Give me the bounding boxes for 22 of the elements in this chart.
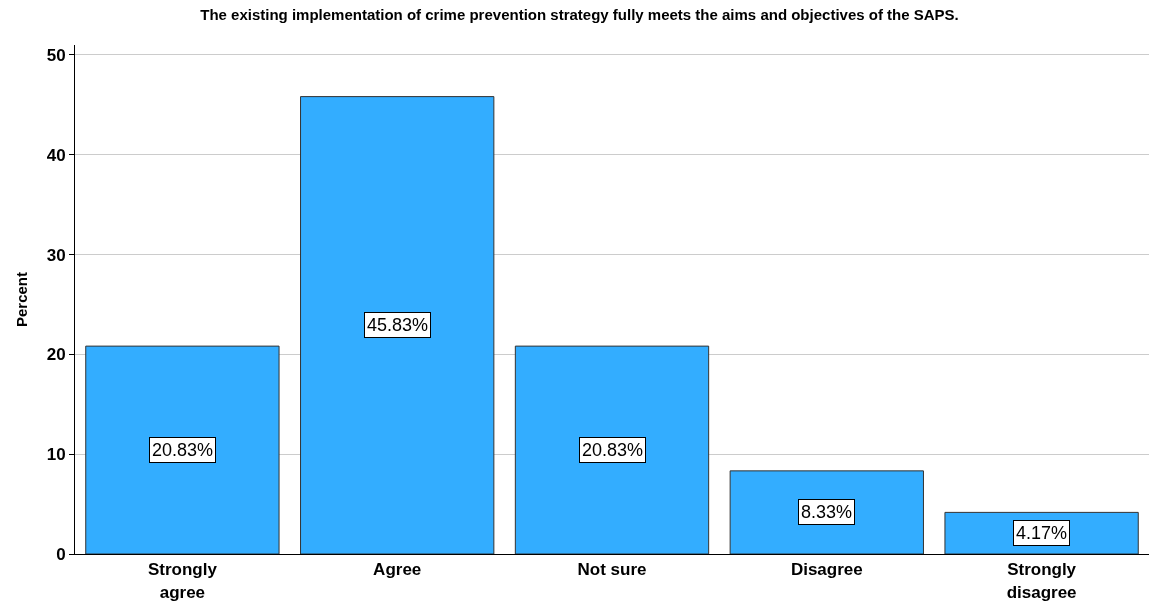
y-tick-label: 20 — [46, 345, 66, 365]
data-label: 20.83% — [582, 440, 644, 460]
x-tick-label: Agree — [373, 560, 422, 580]
bar — [514, 345, 710, 554]
y-tick-label: 10 — [46, 445, 66, 465]
x-tick-label: Strongly agree — [147, 560, 218, 602]
bar — [300, 96, 495, 554]
data-label: 4.17% — [1016, 523, 1068, 543]
data-label: 45.83% — [367, 315, 429, 335]
y-axis-title: Percent — [12, 271, 30, 328]
bar — [729, 470, 924, 554]
y-tick-label: 40 — [46, 145, 66, 165]
x-tick-label: Not sure — [577, 560, 647, 580]
data-label: 20.83% — [152, 440, 214, 460]
y-tick-label: 30 — [46, 245, 66, 265]
bar — [85, 345, 280, 554]
chart-title: The existing implementation of crime prevention strategy fully meets the aims and objectives of the SAPS. — [200, 5, 959, 23]
y-tick-label: 50 — [46, 45, 66, 65]
x-tick-label: Disagree — [790, 560, 863, 580]
data-label: 8.33% — [801, 502, 853, 522]
x-tick-label: Strongly disagree — [1006, 560, 1077, 602]
y-tick-label: 0 — [56, 544, 66, 564]
